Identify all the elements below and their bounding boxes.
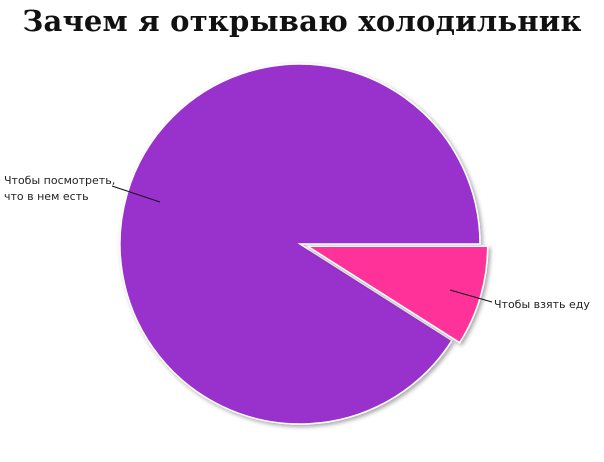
- slice-label-line: Чтобы посмотреть,: [4, 174, 115, 187]
- pie-slice-2: [305, 245, 489, 344]
- slice-label-2: Чтобы взять еду: [494, 298, 590, 311]
- slices-layer: [119, 63, 489, 425]
- chart-title: Зачем я открываю холодильник: [22, 4, 582, 38]
- slice-labels-layer: Чтобы посмотреть, что в нем есть Чтобы взя…: [4, 174, 590, 311]
- slice-label-line: что в нем есть: [4, 190, 89, 203]
- leader-line-1: [111, 185, 161, 203]
- pie-slice-1: [119, 63, 481, 425]
- slice-label-1: Чтобы посмотреть, что в нем есть: [4, 174, 115, 203]
- leader-line-2: [449, 289, 493, 303]
- leader-lines-layer: [111, 185, 493, 303]
- slice-label-line: Чтобы взять еду: [494, 298, 590, 311]
